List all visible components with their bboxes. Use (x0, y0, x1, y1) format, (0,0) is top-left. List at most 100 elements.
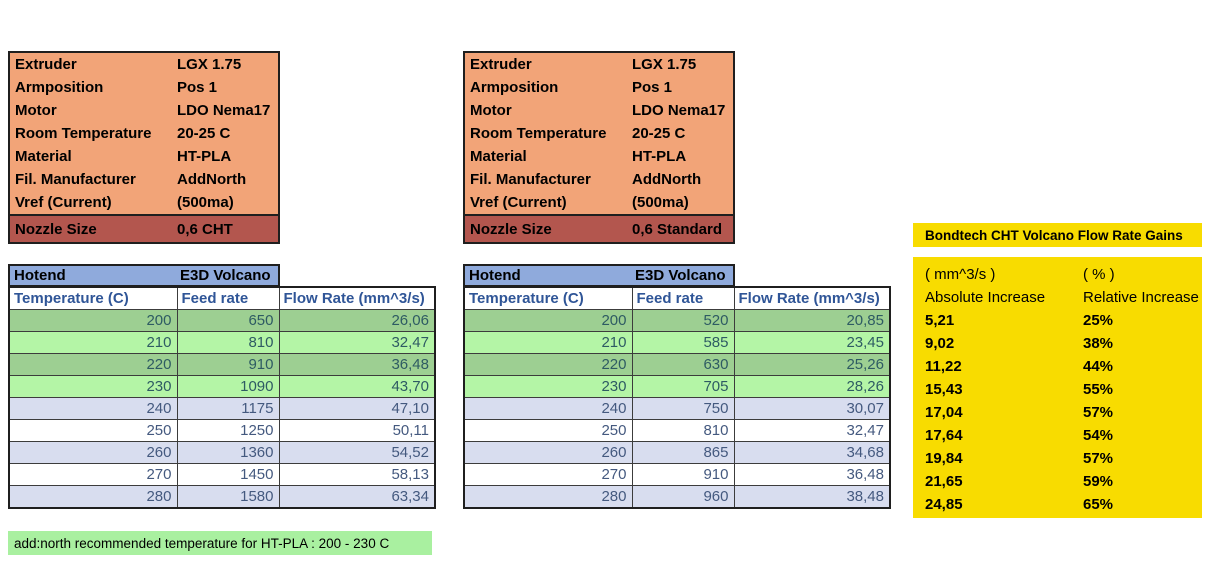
table-row: 260 1360 54,52 (8, 441, 436, 464)
cell-temperature: 260 (8, 441, 178, 464)
cell-feed-rate: 810 (176, 331, 280, 354)
cell-flow-rate: 30,07 (733, 397, 891, 420)
info-label: Extruder (15, 56, 77, 73)
cell-temperature: 250 (8, 419, 178, 442)
nozzle-value: 0,6 Standard (632, 220, 723, 238)
gains-relative-value: 54% (1083, 427, 1114, 444)
info-value: 20-25 C (177, 125, 231, 142)
printer-info-table-standard: Extruder LGX 1.75 Armposition Pos 1 Moto… (463, 51, 735, 244)
cell-temperature: 280 (463, 485, 633, 509)
cell-feed-rate: 630 (631, 353, 735, 376)
info-row: Armposition Pos 1 (10, 76, 278, 99)
info-value: AddNorth (632, 171, 702, 188)
info-row: Material HT-PLA (465, 145, 733, 168)
cell-feed-rate: 960 (631, 485, 735, 509)
info-label: Armposition (470, 79, 559, 96)
info-row: Motor LDO Nema17 (10, 99, 278, 122)
gains-panel-title: Bondtech CHT Volcano Flow Rate Gains (913, 223, 1202, 247)
gains-panel: ( mm^3/s ) ( % ) Absolute Increase Relat… (913, 257, 1202, 518)
info-value: AddNorth (177, 171, 247, 188)
table-row: 250 810 32,47 (463, 419, 891, 442)
hotend-value: E3D Volcano (180, 267, 271, 284)
info-value: HT-PLA (632, 148, 687, 165)
cell-flow-rate: 32,47 (278, 331, 436, 354)
table-row: 240 750 30,07 (463, 397, 891, 420)
hotend-label: Hotend (469, 267, 521, 284)
gains-absolute-value: 21,65 (925, 473, 963, 490)
cell-feed-rate: 1360 (176, 441, 280, 464)
gains-absolute-value: 5,21 (925, 312, 955, 329)
nozzle-value: 0,6 CHT (177, 220, 233, 238)
info-row: Armposition Pos 1 (465, 76, 733, 99)
cell-feed-rate: 650 (176, 309, 280, 332)
table-row: 280 1580 63,34 (8, 485, 436, 509)
cell-flow-rate: 47,10 (278, 397, 436, 420)
info-row: Material HT-PLA (10, 145, 278, 168)
cell-feed-rate: 750 (631, 397, 735, 420)
hotend-value: E3D Volcano (635, 267, 726, 284)
flow-rate-table-standard: Temperature (C) Feed rate Flow Rate (mm^… (463, 286, 891, 509)
info-value: 20-25 C (632, 125, 686, 142)
info-value: LDO Nema17 (632, 102, 726, 119)
cell-feed-rate: 1580 (176, 485, 280, 509)
table-row: 270 1450 58,13 (8, 463, 436, 486)
info-row: Fil. Manufacturer AddNorth (465, 168, 733, 191)
gains-relative-value: 57% (1083, 450, 1114, 467)
gains-absolute-value: 19,84 (925, 450, 963, 467)
info-value: Pos 1 (632, 79, 673, 96)
cell-temperature: 230 (463, 375, 633, 398)
table-row: 220 630 25,26 (463, 353, 891, 376)
cell-temperature: 210 (463, 331, 633, 354)
cell-feed-rate: 1250 (176, 419, 280, 442)
info-row: Vref (Current) (500ma) (10, 191, 278, 214)
info-label: Fil. Manufacturer (15, 171, 136, 188)
nozzle-size-row: Nozzle Size 0,6 CHT (10, 214, 278, 242)
info-label: Motor (470, 102, 512, 119)
cell-flow-rate: 43,70 (278, 375, 436, 398)
table-row: 240 1175 47,10 (8, 397, 436, 420)
cell-temperature: 230 (8, 375, 178, 398)
info-value: HT-PLA (177, 148, 232, 165)
info-row: Fil. Manufacturer AddNorth (10, 168, 278, 191)
cell-flow-rate: 23,45 (733, 331, 891, 354)
table-row: 210 585 23,45 (463, 331, 891, 354)
cell-flow-rate: 28,26 (733, 375, 891, 398)
col-header-flow-rate: Flow Rate (mm^3/s) (278, 286, 436, 310)
info-label: Extruder (470, 56, 532, 73)
cell-feed-rate: 1175 (176, 397, 280, 420)
cell-flow-rate: 26,06 (278, 309, 436, 332)
gains-absolute-value: 11,22 (925, 358, 962, 375)
cell-temperature: 280 (8, 485, 178, 509)
cell-feed-rate: 910 (631, 463, 735, 486)
cell-flow-rate: 20,85 (733, 309, 891, 332)
info-label: Armposition (15, 79, 104, 96)
cell-temperature: 240 (8, 397, 178, 420)
gains-row: 15,43 55% (913, 378, 1202, 401)
cell-temperature: 250 (463, 419, 633, 442)
info-row: Extruder LGX 1.75 (10, 53, 278, 76)
cell-flow-rate: 36,48 (278, 353, 436, 376)
info-value: LGX 1.75 (177, 56, 242, 73)
info-label: Material (470, 148, 527, 165)
nozzle-size-row: Nozzle Size 0,6 Standard (465, 214, 733, 242)
info-label: Room Temperature (15, 125, 152, 142)
gains-title-text: Bondtech CHT Volcano Flow Rate Gains (925, 227, 1183, 243)
table-row: 210 810 32,47 (8, 331, 436, 354)
nozzle-label: Nozzle Size (15, 220, 97, 238)
info-row: Room Temperature 20-25 C (10, 122, 278, 145)
table-row: 220 910 36,48 (8, 353, 436, 376)
gains-unit-row: ( mm^3/s ) ( % ) (913, 263, 1202, 286)
gains-absolute-value: 9,02 (925, 335, 955, 352)
gains-relative-value: 57% (1083, 404, 1114, 421)
col-header-temperature: Temperature (C) (8, 286, 178, 310)
info-value: (500ma) (177, 194, 234, 211)
cell-feed-rate: 705 (631, 375, 735, 398)
gains-header-row: Absolute Increase Relative Increase (913, 286, 1202, 309)
col-header-flow-rate: Flow Rate (mm^3/s) (733, 286, 891, 310)
info-row: Vref (Current) (500ma) (465, 191, 733, 214)
table-row: 250 1250 50,11 (8, 419, 436, 442)
table-row: 200 650 26,06 (8, 309, 436, 332)
gains-absolute-value: 17,04 (925, 404, 963, 421)
cell-feed-rate: 1450 (176, 463, 280, 486)
